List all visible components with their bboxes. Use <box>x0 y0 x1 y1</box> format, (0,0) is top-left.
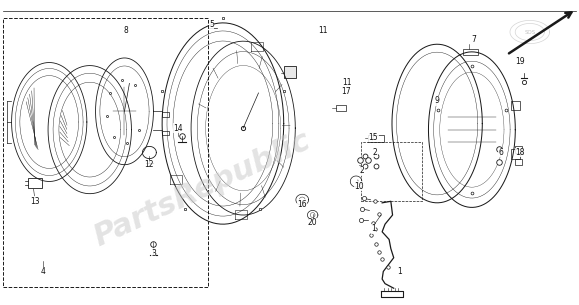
Text: 2: 2 <box>360 166 364 175</box>
Text: 7: 7 <box>471 35 476 44</box>
Bar <box>336 105 346 111</box>
Text: 11: 11 <box>318 26 328 35</box>
Text: 11: 11 <box>343 78 352 87</box>
Text: 16: 16 <box>298 200 307 209</box>
Text: 2: 2 <box>373 148 378 157</box>
Text: 17: 17 <box>342 87 351 96</box>
Text: 8: 8 <box>124 26 129 35</box>
Text: 18: 18 <box>515 148 525 157</box>
Bar <box>511 101 520 110</box>
Text: SOS: SOS <box>524 30 536 34</box>
Bar <box>162 112 169 117</box>
Bar <box>3 18 208 287</box>
Text: 4: 4 <box>41 267 46 276</box>
Bar <box>162 131 169 135</box>
Text: 5: 5 <box>209 20 214 29</box>
Text: 9: 9 <box>435 96 439 105</box>
Bar <box>361 142 422 201</box>
Text: 1: 1 <box>397 267 402 276</box>
Bar <box>515 146 522 152</box>
Text: 12: 12 <box>145 160 154 169</box>
Text: 10: 10 <box>354 181 364 191</box>
Text: 14: 14 <box>174 124 183 133</box>
Text: 6: 6 <box>499 148 503 157</box>
Bar <box>515 159 522 165</box>
Text: 19: 19 <box>515 56 525 66</box>
Text: 15: 15 <box>369 133 378 142</box>
Text: 20: 20 <box>308 218 317 227</box>
Bar <box>28 178 42 188</box>
Bar <box>463 49 478 55</box>
Bar <box>511 149 520 159</box>
Text: 13: 13 <box>30 197 39 206</box>
Bar <box>368 135 384 142</box>
Text: 1: 1 <box>371 224 376 233</box>
Text: PartsRepublic: PartsRepublic <box>90 126 316 252</box>
Text: 3: 3 <box>151 249 156 258</box>
Bar <box>284 66 296 78</box>
